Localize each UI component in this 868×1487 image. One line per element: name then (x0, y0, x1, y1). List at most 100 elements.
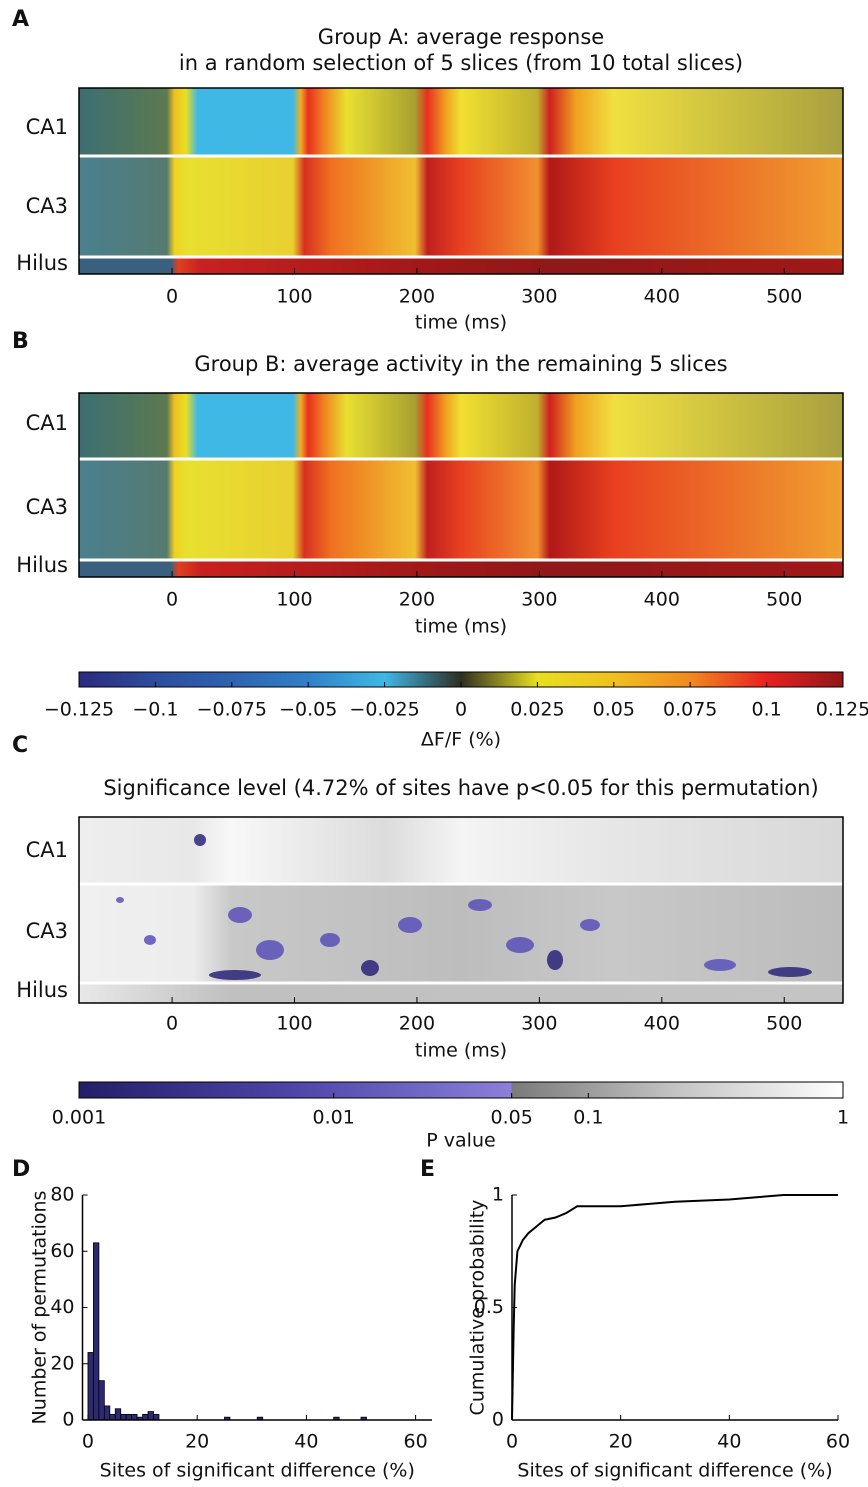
y-tick-label: 1 (492, 1184, 504, 1206)
x-tick-label: 0.05 (593, 699, 635, 721)
x-tick-label: 0 (506, 1431, 518, 1453)
x-tick-label: 0 (82, 1431, 94, 1453)
x-tick-label: 0 (166, 589, 178, 611)
x-tick-label: 300 (521, 589, 557, 611)
y-tick-label: 40 (50, 1296, 74, 1318)
panel-letter: B (12, 329, 29, 354)
x-tick-label: 60 (404, 1431, 428, 1453)
histogram-bar (98, 1380, 105, 1421)
heatmap-row (79, 257, 843, 274)
x-tick-label: −0.1 (132, 699, 178, 721)
x-tick-label: 500 (766, 589, 802, 611)
colorbar (78, 1081, 844, 1099)
row-label: CA1 (26, 838, 68, 862)
x-tick-label: 200 (399, 1013, 435, 1035)
x-tick-label: 100 (276, 286, 312, 308)
row-label: CA1 (26, 115, 68, 139)
x-tick-label: 20 (185, 1431, 209, 1453)
x-tick-label: 0.01 (313, 1107, 355, 1129)
x-axis-label: time (ms) (415, 1040, 507, 1062)
heatmap-row (79, 459, 843, 560)
y-tick-label: 80 (50, 1184, 74, 1206)
heatmap-layer (79, 88, 843, 1003)
x-tick-label: 0 (455, 699, 467, 721)
x-tick-label: 0.1 (751, 699, 781, 721)
row-label: Hilus (16, 978, 68, 1002)
x-tick-label: 0.075 (663, 699, 717, 721)
chart-title: Group B: average activity in the remaini… (194, 352, 727, 376)
histogram-bar (147, 1411, 154, 1421)
x-tick-label: 40 (294, 1431, 318, 1453)
chart-title: Group A: average response (318, 25, 604, 49)
x-tick-label: 20 (609, 1431, 633, 1453)
colorbar-label: ΔF/F (%) (421, 729, 501, 751)
x-tick-label: 1 (837, 1107, 849, 1129)
x-tick-label: 300 (521, 1013, 557, 1035)
cdf-line (511, 1194, 838, 1421)
row-label: CA3 (26, 194, 68, 218)
row-label: CA1 (26, 411, 68, 435)
x-tick-label: 0 (166, 286, 178, 308)
x-axis-label: Sites of significant difference (%) (100, 1460, 415, 1482)
x-tick-label: 400 (644, 1013, 680, 1035)
significance-blobs (116, 834, 812, 980)
plot-frame (78, 87, 844, 275)
x-tick-label: 500 (766, 286, 802, 308)
x-tick-label: −0.025 (349, 699, 419, 721)
heatmap-row (79, 817, 843, 884)
x-tick-label: −0.05 (279, 699, 337, 721)
histogram-bar (103, 1405, 111, 1421)
y-tick-label: 20 (50, 1352, 74, 1374)
heatmap-row (79, 560, 843, 577)
x-tick-label: 0.001 (52, 1107, 106, 1129)
histogram-bar (153, 1413, 160, 1421)
row-label: CA3 (26, 495, 68, 519)
x-tick-label: 60 (826, 1431, 850, 1453)
histogram-bar (125, 1413, 133, 1421)
histogram-bar (114, 1408, 122, 1421)
plot-frame (78, 392, 844, 578)
x-tick-label: 300 (521, 286, 557, 308)
x-tick-label: 400 (644, 286, 680, 308)
heatmap-row (79, 88, 843, 156)
heatmap-row (79, 393, 843, 459)
y-tick-label: 0 (492, 1409, 504, 1431)
y-axis-label: Cumulative probability (467, 1200, 489, 1416)
heatmap-row (79, 156, 843, 257)
plot-frame (78, 816, 844, 1004)
x-tick-label: 0.1 (573, 1107, 603, 1129)
panel-letter: A (12, 7, 29, 32)
x-tick-label: 100 (276, 1013, 312, 1035)
x-tick-label: 100 (276, 589, 312, 611)
histogram-bar (109, 1413, 116, 1421)
x-axis-label: time (ms) (415, 312, 507, 334)
row-label: Hilus (16, 251, 68, 275)
panel-letter: D (12, 1157, 30, 1182)
panel-letter: C (12, 733, 28, 758)
x-axis-label: time (ms) (415, 616, 507, 638)
x-tick-label: 200 (399, 286, 435, 308)
x-tick-label: −0.125 (44, 699, 114, 721)
panel-letter: E (420, 1157, 435, 1182)
row-label: CA3 (26, 919, 68, 943)
y-tick-label: 0 (62, 1409, 74, 1431)
x-tick-label: 0.025 (510, 699, 564, 721)
x-tick-label: 400 (644, 589, 680, 611)
x-tick-label: 0 (166, 1013, 178, 1035)
histogram-bar (120, 1413, 127, 1421)
x-tick-label: 40 (717, 1431, 741, 1453)
row-label: Hilus (16, 553, 68, 577)
colorbar-label: P value (426, 1130, 495, 1152)
x-tick-label: 500 (766, 1013, 802, 1035)
chart-title: Significance level (4.72% of sites have … (103, 776, 818, 800)
histogram-bar (142, 1413, 149, 1421)
chart-title: in a random selection of 5 slices (from … (179, 51, 743, 75)
y-axis-label: Number of permutations (29, 1191, 51, 1425)
x-axis-label: Sites of significant difference (%) (517, 1460, 832, 1482)
x-tick-label: 0.125 (816, 699, 868, 721)
histogram-bar (131, 1413, 138, 1421)
histogram-bar (93, 1242, 100, 1421)
heatmap-row (79, 983, 843, 1003)
y-tick-label: 60 (50, 1240, 74, 1262)
